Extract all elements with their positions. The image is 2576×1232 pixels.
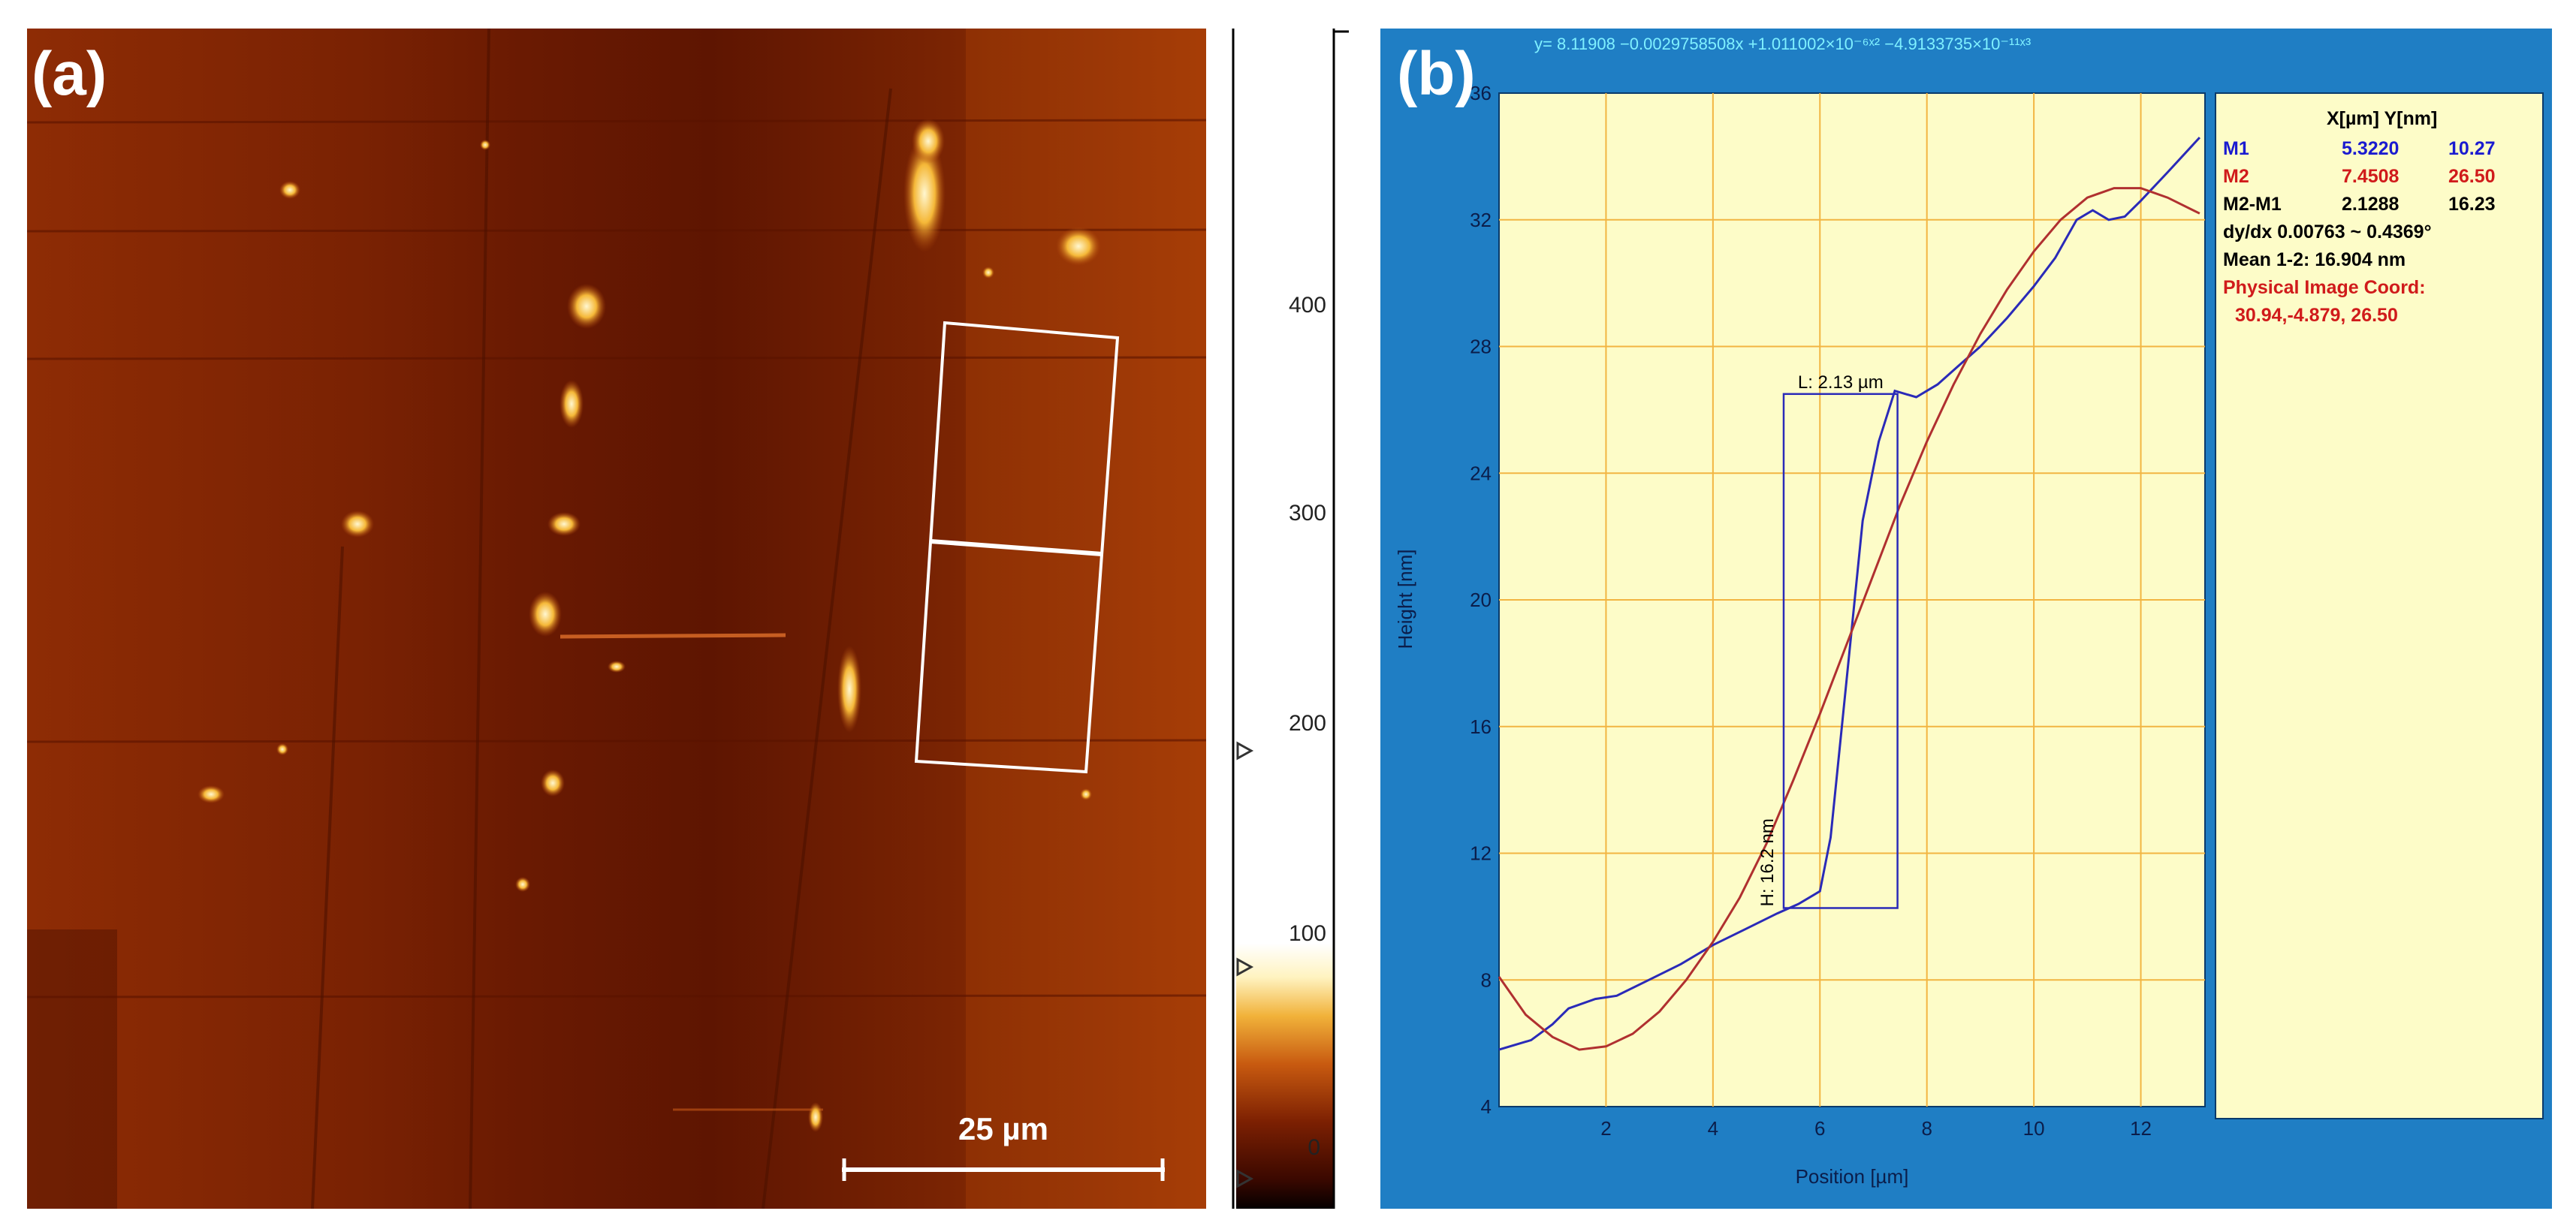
- y-tick-label: 24: [1470, 462, 1492, 484]
- afm-panel: 25 µm (a): [26, 28, 1229, 1209]
- readout-diff-label: M2-M1: [2223, 194, 2282, 215]
- colorbar-tick-100: 100: [1289, 921, 1326, 946]
- readout-m2-y: 26.50: [2448, 166, 2496, 187]
- readout-coord-title: Physical Image Coord:: [2223, 277, 2426, 298]
- roi-rectangle[interactable]: [914, 321, 1120, 774]
- y-tick-label: 4: [1481, 1095, 1492, 1118]
- colorbar-marker-bottom[interactable]: [1236, 1169, 1254, 1188]
- y-tick-label: 8: [1481, 968, 1492, 991]
- y-tick-label: 20: [1470, 589, 1492, 611]
- readout-coord-value: 30.94,-4.879, 26.50: [2235, 305, 2398, 326]
- y-tick-label: 16: [1470, 715, 1492, 738]
- profile-line: [1498, 137, 2201, 1051]
- readout-m2-label: M2: [2223, 166, 2249, 187]
- y-tick-label: 12: [1470, 842, 1492, 865]
- readout-mean: Mean 1-2: 16.904 nm: [2223, 249, 2406, 270]
- colorbar-marker-top[interactable]: [1236, 741, 1254, 761]
- y-tick-label: 32: [1470, 209, 1492, 231]
- panel-a-label: (a): [32, 40, 107, 108]
- colorbar-tick-0: 0: [1308, 1135, 1320, 1160]
- colorbar-tick-300: 300: [1289, 501, 1326, 526]
- readout-m1-y: 10.27: [2448, 138, 2496, 159]
- x-tick-label: 6: [1814, 1117, 1825, 1140]
- profile-panel: y= 8.11908 −0.0029758508x +1.011002×10⁻⁶…: [1380, 29, 2552, 1209]
- afm-height-map: [27, 29, 1206, 1209]
- scale-bar: 25 µm: [842, 1111, 1165, 1181]
- colorbar-tick-400: 400: [1289, 293, 1326, 318]
- readout-m1-x: 5.3220: [2342, 138, 2399, 159]
- y-tick-label: 28: [1470, 336, 1492, 358]
- y-axis-label: Height [nm]: [1394, 550, 1416, 649]
- fit-equation: y= 8.11908 −0.0029758508x +1.011002×10⁻⁶…: [1534, 35, 2031, 53]
- readout-slope: dy/dx 0.00763 ~ 0.4369°: [2223, 221, 2432, 242]
- x-tick-label: 2: [1600, 1117, 1611, 1140]
- colorbar: 400 300 200 100 0: [1229, 29, 1379, 1209]
- measurement-box: [1782, 393, 1899, 909]
- colorbar-gradient: [1236, 727, 1334, 1209]
- x-tick-label: 8: [1921, 1117, 1932, 1140]
- afm-particles: [198, 119, 1101, 1132]
- fit-curve-line: [1498, 187, 2200, 1051]
- x-tick-label: 12: [2130, 1117, 2152, 1140]
- readout-diff-y: 16.23: [2448, 194, 2496, 215]
- readout-diff-x: 2.1288: [2342, 194, 2400, 215]
- x-axis-label: Position [µm]: [1796, 1165, 1909, 1188]
- afm-image-svg: 25 µm: [26, 28, 1229, 1209]
- x-tick-label: 10: [2023, 1117, 2045, 1140]
- profile-chart: y= 8.11908 −0.0029758508x +1.011002×10⁻⁶…: [1380, 29, 2552, 1209]
- y-tick-label: 36: [1470, 82, 1492, 104]
- readout-header: X[µm] Y[nm]: [2327, 108, 2437, 129]
- x-tick-label: 4: [1708, 1117, 1718, 1140]
- readout-panel: [2215, 92, 2544, 1119]
- scale-bar-label: 25 µm: [958, 1111, 1048, 1146]
- length-annotation: L: 2.13 µm: [1798, 372, 1884, 393]
- height-annotation: H: 16.2 nm: [1757, 818, 1778, 906]
- colorbar-marker-mid[interactable]: [1236, 957, 1254, 977]
- readout-m2-x: 7.4508: [2342, 166, 2400, 187]
- readout-m1-label: M1: [2223, 138, 2249, 159]
- panel-b-label: (b): [1397, 40, 1476, 108]
- colorbar-tick-200: 200: [1289, 711, 1326, 736]
